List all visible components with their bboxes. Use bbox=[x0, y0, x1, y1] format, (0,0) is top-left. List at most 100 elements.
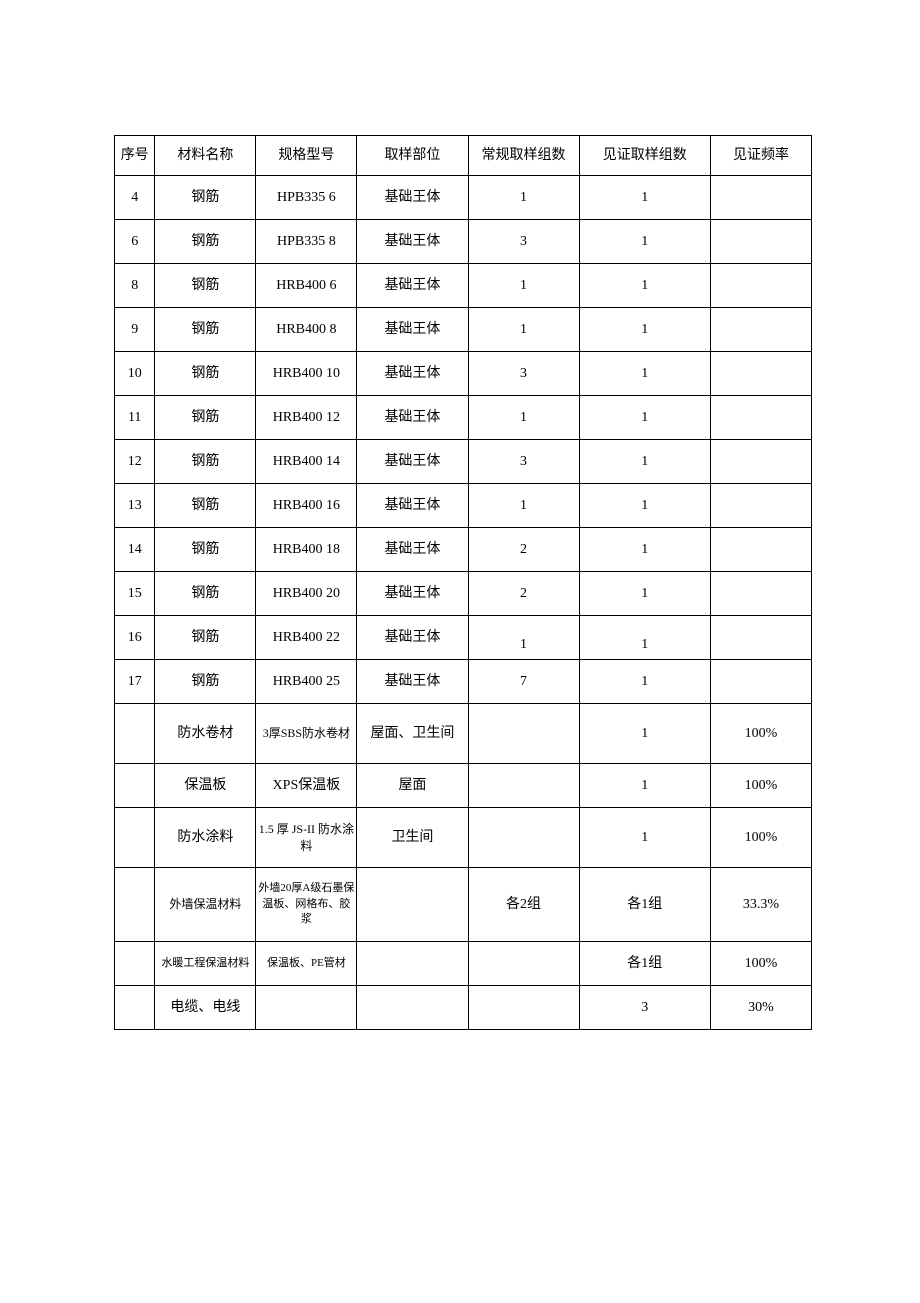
cell-name: 外墙保温材料 bbox=[155, 868, 256, 942]
table-body: 4钢筋HPB335 6基础王体116钢筋HPB335 8基础王体318钢筋HRB… bbox=[115, 176, 812, 1030]
cell-location: 基础王体 bbox=[357, 440, 468, 484]
table-row: 防水涂料1.5 厚 JS-II 防水涂料卫生间1100% bbox=[115, 808, 812, 868]
cell-routine: 2 bbox=[468, 572, 579, 616]
table-row: 保温板XPS保温板屋面1100% bbox=[115, 764, 812, 808]
cell-freq: 100% bbox=[710, 704, 811, 764]
cell-spec: HPB335 8 bbox=[256, 220, 357, 264]
cell-freq: 100% bbox=[710, 808, 811, 868]
cell-spec: HRB400 8 bbox=[256, 308, 357, 352]
cell-witness: 1 bbox=[579, 704, 710, 764]
cell-routine bbox=[468, 942, 579, 986]
cell-freq: 30% bbox=[710, 986, 811, 1030]
cell-name: 保温板 bbox=[155, 764, 256, 808]
cell-seq bbox=[115, 942, 155, 986]
cell-routine: 1 bbox=[468, 616, 579, 660]
table-row: 4钢筋HPB335 6基础王体11 bbox=[115, 176, 812, 220]
table-row: 14钢筋HRB400 18基础王体21 bbox=[115, 528, 812, 572]
cell-seq: 14 bbox=[115, 528, 155, 572]
cell-routine: 1 bbox=[468, 308, 579, 352]
cell-witness: 1 bbox=[579, 264, 710, 308]
header-name: 材料名称 bbox=[155, 136, 256, 176]
cell-seq bbox=[115, 704, 155, 764]
header-freq: 见证频率 bbox=[710, 136, 811, 176]
cell-seq bbox=[115, 764, 155, 808]
cell-witness: 各1组 bbox=[579, 942, 710, 986]
cell-location: 基础王体 bbox=[357, 572, 468, 616]
cell-routine: 1 bbox=[468, 396, 579, 440]
cell-spec: HRB400 10 bbox=[256, 352, 357, 396]
cell-witness: 1 bbox=[579, 484, 710, 528]
cell-location bbox=[357, 986, 468, 1030]
cell-location bbox=[357, 868, 468, 942]
table-row: 9钢筋HRB400 8基础王体11 bbox=[115, 308, 812, 352]
table-row: 10钢筋HRB400 10基础王体31 bbox=[115, 352, 812, 396]
cell-routine: 7 bbox=[468, 660, 579, 704]
cell-seq: 12 bbox=[115, 440, 155, 484]
cell-spec: HRB400 18 bbox=[256, 528, 357, 572]
cell-routine: 1 bbox=[468, 264, 579, 308]
cell-freq: 33.3% bbox=[710, 868, 811, 942]
cell-spec: HRB400 25 bbox=[256, 660, 357, 704]
cell-seq: 6 bbox=[115, 220, 155, 264]
cell-location: 屋面、卫生间 bbox=[357, 704, 468, 764]
cell-witness: 1 bbox=[579, 660, 710, 704]
cell-freq bbox=[710, 572, 811, 616]
cell-name: 钢筋 bbox=[155, 440, 256, 484]
table-row: 外墙保温材料外墙20厚A级石墨保温板、网格布、胶浆各2组各1组33.3% bbox=[115, 868, 812, 942]
cell-location: 基础王体 bbox=[357, 660, 468, 704]
cell-location: 基础王体 bbox=[357, 352, 468, 396]
cell-location: 基础王体 bbox=[357, 616, 468, 660]
header-seq: 序号 bbox=[115, 136, 155, 176]
cell-freq bbox=[710, 220, 811, 264]
cell-name: 防水涂料 bbox=[155, 808, 256, 868]
cell-spec: HRB400 6 bbox=[256, 264, 357, 308]
cell-routine: 各2组 bbox=[468, 868, 579, 942]
cell-location: 基础王体 bbox=[357, 308, 468, 352]
cell-freq: 100% bbox=[710, 764, 811, 808]
cell-seq: 11 bbox=[115, 396, 155, 440]
cell-spec: HRB400 14 bbox=[256, 440, 357, 484]
cell-seq: 13 bbox=[115, 484, 155, 528]
header-routine: 常规取样组数 bbox=[468, 136, 579, 176]
cell-freq bbox=[710, 660, 811, 704]
cell-spec: HRB400 22 bbox=[256, 616, 357, 660]
cell-routine: 1 bbox=[468, 176, 579, 220]
cell-routine bbox=[468, 704, 579, 764]
cell-witness: 1 bbox=[579, 440, 710, 484]
cell-spec bbox=[256, 986, 357, 1030]
cell-witness: 1 bbox=[579, 220, 710, 264]
cell-spec: XPS保温板 bbox=[256, 764, 357, 808]
cell-freq bbox=[710, 616, 811, 660]
table-row: 16钢筋HRB400 22基础王体11 bbox=[115, 616, 812, 660]
materials-table: 序号 材料名称 规格型号 取样部位 常规取样组数 见证取样组数 见证频率 4钢筋… bbox=[114, 135, 812, 1030]
cell-spec: HRB400 12 bbox=[256, 396, 357, 440]
cell-spec: 1.5 厚 JS-II 防水涂料 bbox=[256, 808, 357, 868]
cell-freq: 100% bbox=[710, 942, 811, 986]
cell-name: 钢筋 bbox=[155, 572, 256, 616]
cell-witness: 1 bbox=[579, 528, 710, 572]
cell-location: 基础王体 bbox=[357, 528, 468, 572]
cell-witness: 1 bbox=[579, 308, 710, 352]
cell-name: 钢筋 bbox=[155, 616, 256, 660]
cell-freq bbox=[710, 264, 811, 308]
cell-witness: 3 bbox=[579, 986, 710, 1030]
cell-name: 钢筋 bbox=[155, 484, 256, 528]
cell-seq: 8 bbox=[115, 264, 155, 308]
cell-witness: 1 bbox=[579, 352, 710, 396]
cell-routine bbox=[468, 808, 579, 868]
cell-witness: 1 bbox=[579, 396, 710, 440]
cell-seq bbox=[115, 868, 155, 942]
cell-seq: 17 bbox=[115, 660, 155, 704]
cell-witness: 1 bbox=[579, 764, 710, 808]
header-location: 取样部位 bbox=[357, 136, 468, 176]
cell-freq bbox=[710, 396, 811, 440]
cell-freq bbox=[710, 176, 811, 220]
cell-routine bbox=[468, 986, 579, 1030]
cell-name: 钢筋 bbox=[155, 308, 256, 352]
table-row: 6钢筋HPB335 8基础王体31 bbox=[115, 220, 812, 264]
cell-seq: 4 bbox=[115, 176, 155, 220]
header-witness: 见证取样组数 bbox=[579, 136, 710, 176]
cell-location: 卫生间 bbox=[357, 808, 468, 868]
cell-routine: 3 bbox=[468, 440, 579, 484]
cell-spec: HPB335 6 bbox=[256, 176, 357, 220]
